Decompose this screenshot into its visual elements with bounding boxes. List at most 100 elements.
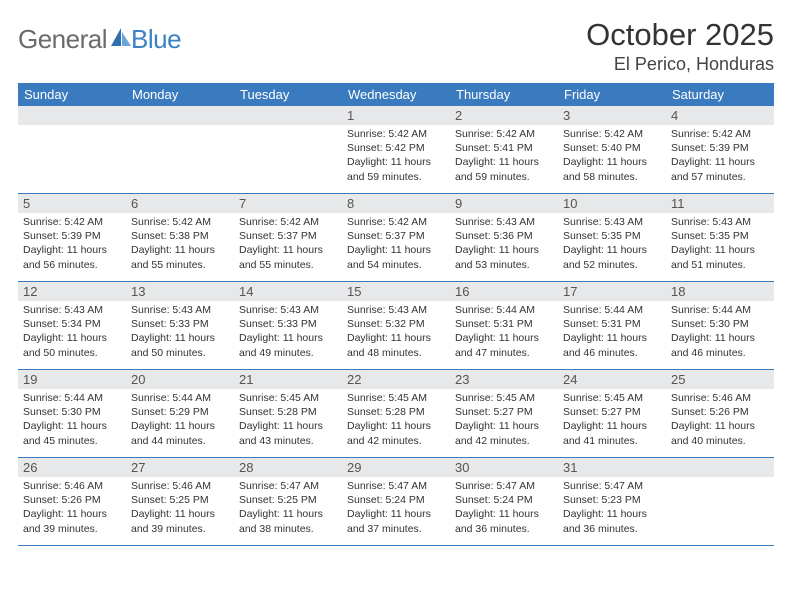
sunrise-line: Sunrise: 5:43 AM xyxy=(347,303,445,317)
sunrise-line: Sunrise: 5:43 AM xyxy=(131,303,229,317)
daylight-line: Daylight: 11 hours and 42 minutes. xyxy=(455,419,553,447)
sunset-line: Sunset: 5:40 PM xyxy=(563,141,661,155)
sunset-line: Sunset: 5:37 PM xyxy=(347,229,445,243)
daylight-line: Daylight: 11 hours and 59 minutes. xyxy=(455,155,553,183)
day-cell: 16Sunrise: 5:44 AMSunset: 5:31 PMDayligh… xyxy=(450,282,558,369)
daylight-line: Daylight: 11 hours and 44 minutes. xyxy=(131,419,229,447)
day-details: Sunrise: 5:45 AMSunset: 5:28 PMDaylight:… xyxy=(234,389,342,452)
day-details: Sunrise: 5:43 AMSunset: 5:32 PMDaylight:… xyxy=(342,301,450,364)
sunset-line: Sunset: 5:25 PM xyxy=(131,493,229,507)
day-cell: 8Sunrise: 5:42 AMSunset: 5:37 PMDaylight… xyxy=(342,194,450,281)
daylight-line: Daylight: 11 hours and 48 minutes. xyxy=(347,331,445,359)
day-cell: 2Sunrise: 5:42 AMSunset: 5:41 PMDaylight… xyxy=(450,106,558,193)
day-cell: 12Sunrise: 5:43 AMSunset: 5:34 PMDayligh… xyxy=(18,282,126,369)
sunset-line: Sunset: 5:27 PM xyxy=(455,405,553,419)
sunset-line: Sunset: 5:39 PM xyxy=(671,141,769,155)
daylight-line: Daylight: 11 hours and 53 minutes. xyxy=(455,243,553,271)
day-number xyxy=(126,106,234,125)
day-number: 20 xyxy=(126,370,234,389)
day-cell: 24Sunrise: 5:45 AMSunset: 5:27 PMDayligh… xyxy=(558,370,666,457)
brand-text-general: General xyxy=(18,24,107,55)
day-cell: 19Sunrise: 5:44 AMSunset: 5:30 PMDayligh… xyxy=(18,370,126,457)
day-details: Sunrise: 5:44 AMSunset: 5:30 PMDaylight:… xyxy=(666,301,774,364)
day-number: 5 xyxy=(18,194,126,213)
sunset-line: Sunset: 5:33 PM xyxy=(131,317,229,331)
daylight-line: Daylight: 11 hours and 49 minutes. xyxy=(239,331,337,359)
sunset-line: Sunset: 5:42 PM xyxy=(347,141,445,155)
sunrise-line: Sunrise: 5:42 AM xyxy=(347,127,445,141)
sunrise-line: Sunrise: 5:42 AM xyxy=(347,215,445,229)
sunset-line: Sunset: 5:27 PM xyxy=(563,405,661,419)
sunrise-line: Sunrise: 5:42 AM xyxy=(671,127,769,141)
day-number: 28 xyxy=(234,458,342,477)
title-block: October 2025 El Perico, Honduras xyxy=(586,18,774,75)
daylight-line: Daylight: 11 hours and 36 minutes. xyxy=(563,507,661,535)
day-cell: 25Sunrise: 5:46 AMSunset: 5:26 PMDayligh… xyxy=(666,370,774,457)
daylight-line: Daylight: 11 hours and 38 minutes. xyxy=(239,507,337,535)
day-details: Sunrise: 5:44 AMSunset: 5:30 PMDaylight:… xyxy=(18,389,126,452)
sunrise-line: Sunrise: 5:45 AM xyxy=(563,391,661,405)
day-details: Sunrise: 5:46 AMSunset: 5:25 PMDaylight:… xyxy=(126,477,234,540)
day-details: Sunrise: 5:42 AMSunset: 5:40 PMDaylight:… xyxy=(558,125,666,188)
week-row: 26Sunrise: 5:46 AMSunset: 5:26 PMDayligh… xyxy=(18,458,774,546)
sunset-line: Sunset: 5:30 PM xyxy=(23,405,121,419)
weekday-header: Wednesday xyxy=(342,83,450,106)
daylight-line: Daylight: 11 hours and 51 minutes. xyxy=(671,243,769,271)
day-number: 6 xyxy=(126,194,234,213)
day-number: 18 xyxy=(666,282,774,301)
sunrise-line: Sunrise: 5:45 AM xyxy=(239,391,337,405)
week-row: 5Sunrise: 5:42 AMSunset: 5:39 PMDaylight… xyxy=(18,194,774,282)
daylight-line: Daylight: 11 hours and 55 minutes. xyxy=(239,243,337,271)
day-details: Sunrise: 5:46 AMSunset: 5:26 PMDaylight:… xyxy=(18,477,126,540)
sunrise-line: Sunrise: 5:42 AM xyxy=(455,127,553,141)
sunrise-line: Sunrise: 5:46 AM xyxy=(671,391,769,405)
sunrise-line: Sunrise: 5:46 AM xyxy=(131,479,229,493)
day-number: 3 xyxy=(558,106,666,125)
daylight-line: Daylight: 11 hours and 40 minutes. xyxy=(671,419,769,447)
day-cell: 6Sunrise: 5:42 AMSunset: 5:38 PMDaylight… xyxy=(126,194,234,281)
sunrise-line: Sunrise: 5:45 AM xyxy=(455,391,553,405)
day-number: 25 xyxy=(666,370,774,389)
daylight-line: Daylight: 11 hours and 59 minutes. xyxy=(347,155,445,183)
month-title: October 2025 xyxy=(586,18,774,52)
day-number: 23 xyxy=(450,370,558,389)
sunset-line: Sunset: 5:30 PM xyxy=(671,317,769,331)
sunset-line: Sunset: 5:24 PM xyxy=(455,493,553,507)
day-details: Sunrise: 5:43 AMSunset: 5:34 PMDaylight:… xyxy=(18,301,126,364)
sunrise-line: Sunrise: 5:43 AM xyxy=(239,303,337,317)
day-cell xyxy=(666,458,774,545)
sunset-line: Sunset: 5:37 PM xyxy=(239,229,337,243)
daylight-line: Daylight: 11 hours and 36 minutes. xyxy=(455,507,553,535)
day-details: Sunrise: 5:47 AMSunset: 5:24 PMDaylight:… xyxy=(450,477,558,540)
daylight-line: Daylight: 11 hours and 50 minutes. xyxy=(131,331,229,359)
day-details: Sunrise: 5:42 AMSunset: 5:42 PMDaylight:… xyxy=(342,125,450,188)
header: General Blue October 2025 El Perico, Hon… xyxy=(18,18,774,75)
sunset-line: Sunset: 5:32 PM xyxy=(347,317,445,331)
sunrise-line: Sunrise: 5:44 AM xyxy=(131,391,229,405)
day-details: Sunrise: 5:44 AMSunset: 5:29 PMDaylight:… xyxy=(126,389,234,452)
sunrise-line: Sunrise: 5:42 AM xyxy=(239,215,337,229)
day-number: 2 xyxy=(450,106,558,125)
day-details: Sunrise: 5:42 AMSunset: 5:39 PMDaylight:… xyxy=(18,213,126,276)
daylight-line: Daylight: 11 hours and 50 minutes. xyxy=(23,331,121,359)
day-cell: 1Sunrise: 5:42 AMSunset: 5:42 PMDaylight… xyxy=(342,106,450,193)
day-cell: 10Sunrise: 5:43 AMSunset: 5:35 PMDayligh… xyxy=(558,194,666,281)
sunrise-line: Sunrise: 5:43 AM xyxy=(455,215,553,229)
day-number: 9 xyxy=(450,194,558,213)
day-details: Sunrise: 5:42 AMSunset: 5:37 PMDaylight:… xyxy=(234,213,342,276)
daylight-line: Daylight: 11 hours and 47 minutes. xyxy=(455,331,553,359)
daylight-line: Daylight: 11 hours and 37 minutes. xyxy=(347,507,445,535)
day-details: Sunrise: 5:43 AMSunset: 5:33 PMDaylight:… xyxy=(126,301,234,364)
day-cell: 4Sunrise: 5:42 AMSunset: 5:39 PMDaylight… xyxy=(666,106,774,193)
day-number: 7 xyxy=(234,194,342,213)
day-number: 13 xyxy=(126,282,234,301)
day-cell: 29Sunrise: 5:47 AMSunset: 5:24 PMDayligh… xyxy=(342,458,450,545)
day-cell: 11Sunrise: 5:43 AMSunset: 5:35 PMDayligh… xyxy=(666,194,774,281)
daylight-line: Daylight: 11 hours and 58 minutes. xyxy=(563,155,661,183)
week-row: 19Sunrise: 5:44 AMSunset: 5:30 PMDayligh… xyxy=(18,370,774,458)
sunrise-line: Sunrise: 5:44 AM xyxy=(563,303,661,317)
sunset-line: Sunset: 5:39 PM xyxy=(23,229,121,243)
day-cell: 18Sunrise: 5:44 AMSunset: 5:30 PMDayligh… xyxy=(666,282,774,369)
day-details: Sunrise: 5:42 AMSunset: 5:39 PMDaylight:… xyxy=(666,125,774,188)
day-details: Sunrise: 5:46 AMSunset: 5:26 PMDaylight:… xyxy=(666,389,774,452)
